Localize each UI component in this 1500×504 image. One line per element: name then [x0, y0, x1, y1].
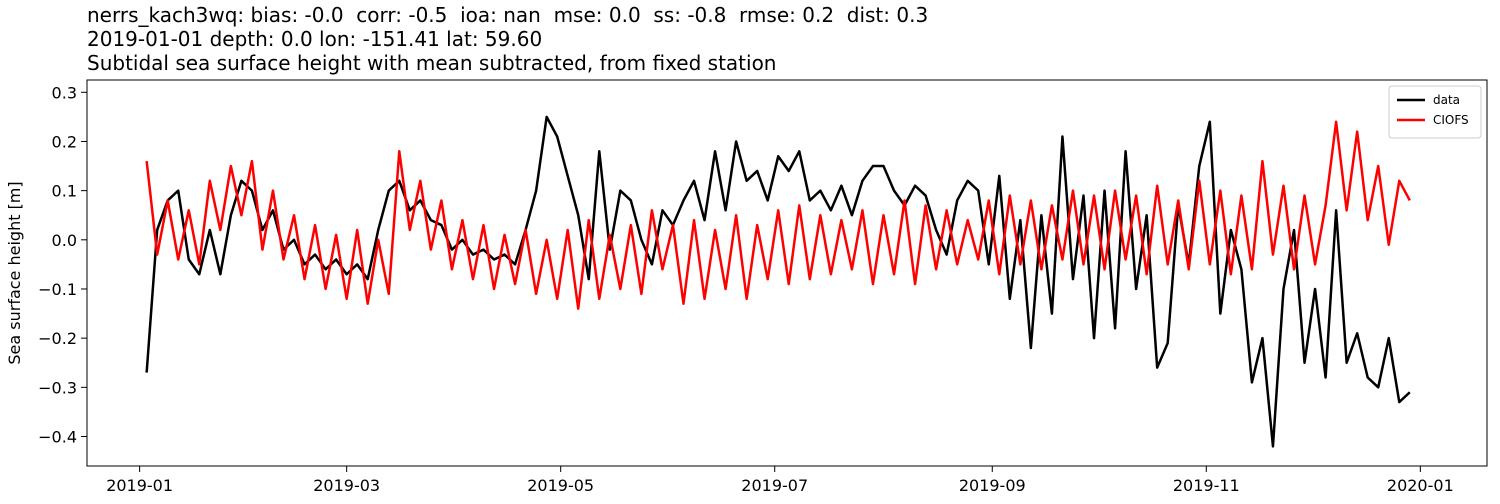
x-tick-label: 2019-03 — [313, 476, 380, 495]
legend-label: data — [1433, 93, 1460, 107]
y-axis-label: Sea surface height [m] — [5, 181, 24, 364]
y-tick-label: 0.0 — [52, 231, 77, 250]
y-tick-label: −0.4 — [38, 427, 77, 446]
chart-title: Subtidal sea surface height with mean su… — [87, 51, 776, 75]
y-tick-label: −0.3 — [38, 378, 77, 397]
y-tick-label: 0.2 — [52, 132, 77, 151]
x-tick-label: 2019-11 — [1173, 476, 1240, 495]
x-tick-label: 2019-09 — [959, 476, 1026, 495]
legend-label: CIOFS — [1433, 113, 1469, 127]
chart-title: 2019-01-01 depth: 0.0 lon: -151.41 lat: … — [87, 27, 542, 51]
y-tick-label: −0.2 — [38, 329, 77, 348]
y-tick-label: 0.3 — [52, 83, 77, 102]
x-tick-label: 2020-01 — [1387, 476, 1454, 495]
y-tick-label: −0.1 — [38, 280, 77, 299]
series-line — [145, 120, 1411, 310]
y-tick-label: 0.1 — [52, 182, 77, 201]
x-tick-label: 2019-01 — [106, 476, 173, 495]
chart-title: nerrs_kach3wq: bias: -0.0 corr: -0.5 ioa… — [87, 3, 928, 27]
x-tick-label: 2019-07 — [741, 476, 808, 495]
x-tick-label: 2019-05 — [527, 476, 594, 495]
series-line — [145, 115, 1411, 448]
plot-frame — [86, 79, 1488, 467]
